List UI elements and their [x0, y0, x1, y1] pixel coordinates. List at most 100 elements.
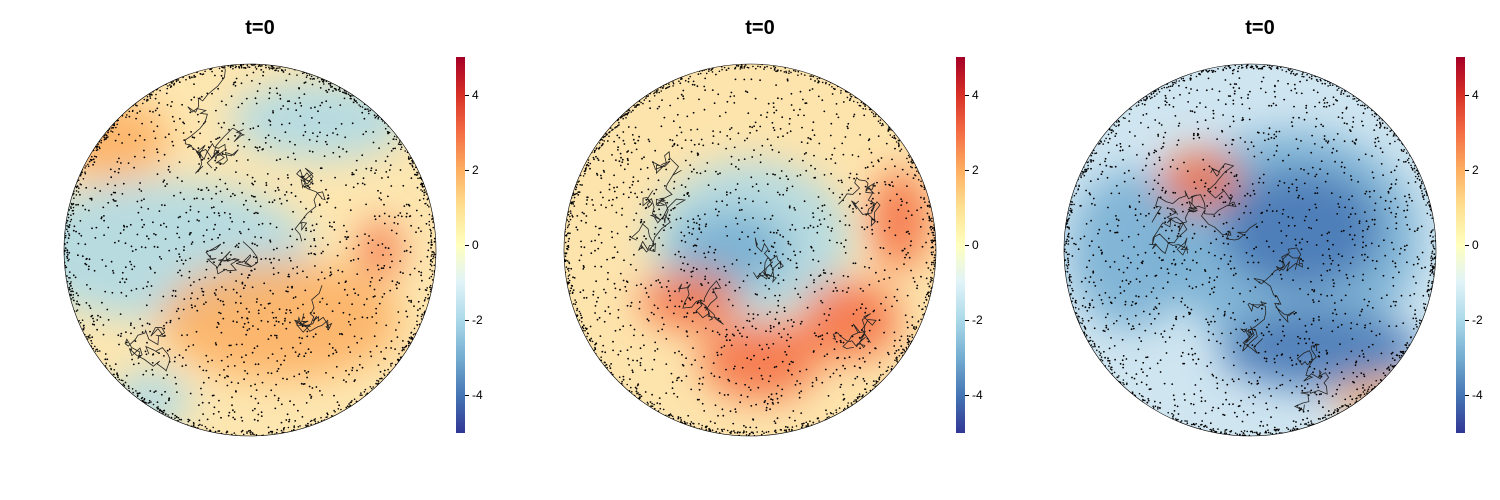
observation-point: [1396, 206, 1399, 209]
observation-point: [420, 260, 422, 263]
observation-point: [343, 224, 345, 227]
observation-point: [1280, 242, 1283, 244]
observation-point: [866, 166, 869, 169]
observation-point: [348, 403, 350, 405]
observation-point: [367, 108, 369, 110]
observation-point: [844, 224, 847, 226]
observation-point: [1119, 149, 1122, 152]
observation-point: [916, 284, 919, 287]
observation-point: [180, 274, 183, 277]
observation-point: [320, 78, 323, 81]
observation-point: [636, 237, 638, 240]
observation-point: [1129, 206, 1131, 209]
observation-point: [617, 353, 620, 356]
observation-point: [338, 302, 341, 305]
observation-point: [65, 234, 67, 237]
observation-point: [885, 296, 887, 299]
observation-point: [417, 172, 419, 174]
observation-point: [252, 71, 255, 74]
observation-point: [839, 386, 842, 388]
observation-point: [686, 335, 689, 338]
observation-point: [1391, 357, 1394, 360]
observation-point: [1406, 204, 1409, 207]
observation-point: [83, 327, 85, 329]
observation-point: [300, 105, 303, 107]
observation-point: [152, 111, 154, 113]
observation-point: [1145, 113, 1148, 115]
observation-point: [1327, 140, 1330, 143]
observation-point: [1416, 262, 1419, 265]
observation-point: [692, 80, 695, 83]
observation-point: [176, 260, 179, 262]
observation-point: [269, 124, 272, 126]
observation-point: [910, 269, 912, 272]
observation-point: [788, 160, 791, 163]
observation-point: [695, 244, 698, 247]
observation-point: [313, 229, 315, 232]
observation-point: [600, 356, 602, 359]
observation-point: [386, 131, 389, 133]
observation-point: [308, 150, 311, 153]
observation-point: [743, 424, 745, 427]
observation-point: [622, 131, 625, 133]
observation-point: [585, 221, 587, 224]
observation-point: [580, 246, 583, 248]
observation-point: [1353, 234, 1356, 237]
observation-point: [347, 346, 350, 348]
observation-point: [304, 370, 306, 372]
observation-point: [721, 68, 723, 71]
observation-point: [275, 337, 278, 339]
observation-point: [363, 303, 366, 306]
observation-point: [376, 379, 378, 382]
observation-point: [140, 190, 143, 192]
observation-point: [122, 379, 124, 382]
observation-point: [568, 279, 571, 282]
observation-point: [329, 274, 331, 277]
observation-point: [568, 274, 571, 276]
observation-point: [287, 108, 289, 110]
observation-point: [270, 146, 272, 148]
observation-point: [77, 254, 79, 257]
observation-point: [1254, 320, 1257, 322]
observation-point: [816, 231, 819, 234]
observation-point: [757, 190, 760, 192]
observation-point: [1314, 175, 1317, 178]
observation-point: [612, 128, 614, 131]
observation-point: [642, 102, 644, 105]
observation-point: [719, 131, 722, 133]
observation-point: [258, 146, 261, 149]
observation-point: [738, 286, 741, 289]
observation-point: [647, 319, 650, 322]
observation-point: [765, 343, 768, 346]
observation-point: [636, 359, 639, 362]
observation-point: [700, 231, 703, 234]
observation-point: [680, 239, 683, 242]
observation-point: [851, 335, 854, 338]
observation-point: [582, 327, 585, 330]
observation-point: [339, 90, 341, 92]
observation-point: [1159, 371, 1162, 373]
observation-point: [1314, 203, 1317, 206]
observation-point: [105, 362, 107, 365]
observation-point: [1172, 394, 1175, 397]
observation-point: [604, 310, 607, 313]
observation-point: [392, 138, 395, 140]
observation-point: [94, 187, 97, 190]
observation-point: [759, 262, 762, 264]
observation-point: [725, 339, 728, 342]
observation-point: [280, 347, 283, 350]
observation-point: [762, 239, 765, 242]
observation-point: [799, 174, 802, 176]
observation-point: [399, 271, 402, 274]
observation-point: [1318, 300, 1320, 303]
observation-point: [379, 370, 382, 373]
observation-point: [1314, 192, 1317, 195]
observation-point: [160, 393, 163, 396]
observation-point: [818, 420, 820, 422]
observation-point: [786, 187, 789, 190]
observation-point: [288, 420, 290, 423]
observation-point: [383, 373, 385, 375]
observation-point: [874, 384, 876, 386]
observation-point: [1390, 305, 1392, 308]
observation-point: [1273, 90, 1276, 93]
